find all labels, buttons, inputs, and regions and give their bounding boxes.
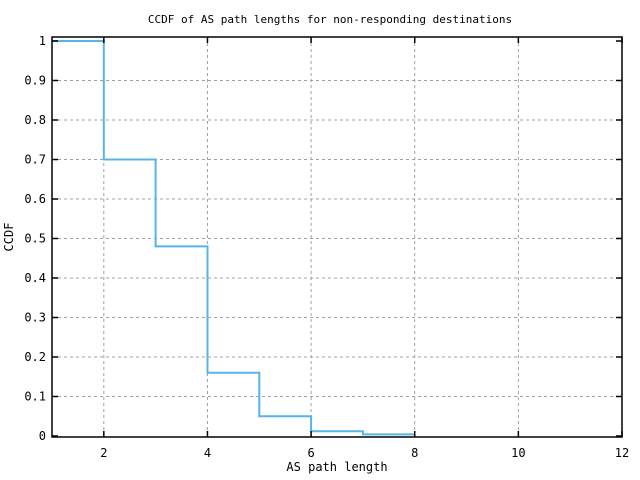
y-tick-label: 0.1 [24, 390, 46, 404]
x-axis-title: AS path length [286, 460, 387, 474]
y-tick-label: 0.4 [24, 271, 46, 285]
x-tick-label: 10 [511, 446, 525, 460]
y-tick-label: 0.6 [24, 192, 46, 206]
ccdf-step-line [52, 40, 415, 436]
y-tick-label: 0.5 [24, 232, 46, 246]
y-axis-title: CCDF [2, 223, 16, 252]
x-tick-label: 6 [307, 446, 314, 460]
ccdf-curve [52, 40, 415, 436]
x-tick-label: 4 [204, 446, 211, 460]
chart-title: CCDF of AS path lengths for non-respondi… [148, 13, 512, 26]
y-tick-label: 0.8 [24, 113, 46, 127]
y-tick-label: 0.3 [24, 311, 46, 325]
y-tick-label: 0 [39, 429, 46, 443]
y-tick-label: 0.9 [24, 74, 46, 88]
border-rect [51, 36, 623, 438]
y-tick-label: 1 [39, 34, 46, 48]
x-tick-labels: 2 4 6 8 10 12 [100, 446, 629, 460]
x-tick-label: 12 [615, 446, 629, 460]
y-tick-labels: 0 0.1 0.2 0.3 0.4 0.5 0.6 0.7 0.8 0.9 1 [24, 34, 46, 443]
grid-lines [52, 37, 622, 437]
plot-border [51, 36, 623, 438]
x-tick-label: 2 [100, 446, 107, 460]
x-tick-label: 8 [411, 446, 418, 460]
y-tick-label: 0.7 [24, 153, 46, 167]
axis-ticks [52, 37, 623, 437]
y-tick-label: 0.2 [24, 350, 46, 364]
